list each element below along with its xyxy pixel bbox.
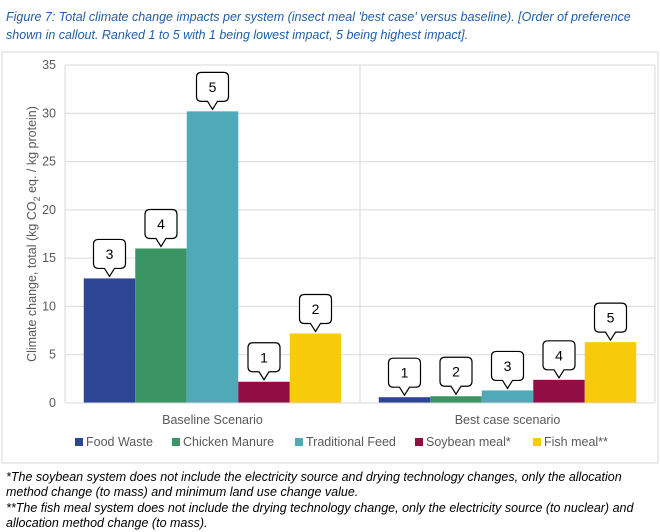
rank-callout-label: 2	[452, 364, 460, 380]
x-axis: Baseline Scenario Best case scenario	[65, 402, 655, 427]
caption-line-1: Figure 7: Total climate change impacts p…	[6, 10, 631, 24]
y-axis-label-prefix: Climate change, total (kg CO	[25, 201, 39, 362]
y-tick-label: 25	[42, 155, 56, 169]
bar	[289, 333, 342, 403]
bar	[238, 381, 290, 403]
legend-swatch	[533, 438, 541, 446]
rank-callout-bubble	[298, 293, 333, 333]
y-tick-label: 0	[49, 396, 56, 410]
rank-callout-label: 5	[209, 79, 217, 95]
rank-callout-bubble	[195, 71, 230, 111]
y-axis-label-subscript: 2	[32, 196, 42, 201]
bar	[533, 379, 585, 403]
rank-callout-label: 4	[555, 347, 563, 363]
rank-callout-label: 1	[401, 365, 409, 381]
footnote-fish-meal: **The fish meal system does not include …	[6, 501, 634, 530]
rank-callouts: 3 4 5 1 2 1 2 3 4 5	[92, 71, 628, 397]
rank-callout-bubble	[490, 350, 525, 390]
bar	[584, 342, 637, 403]
rank-callout-bubble	[439, 356, 473, 396]
rank-callout-bubble	[92, 238, 127, 278]
rank-callout-label: 1	[260, 349, 268, 365]
legend-entry-label: Fish meal**	[544, 435, 608, 449]
legend-swatch	[172, 438, 180, 446]
y-axis-ticks: 0 5 10 15 20 25 30 35	[42, 58, 56, 410]
caption-line-2: shown in callout. Ranked 1 to 5 with 1 b…	[6, 28, 469, 42]
y-tick-label: 35	[42, 58, 56, 72]
rank-callout-label: 3	[504, 358, 512, 374]
y-axis-label-suffix: eq. / kg protein)	[25, 106, 39, 196]
rank-callout-bubble	[144, 208, 178, 248]
y-tick-label: 10	[42, 299, 56, 313]
bar	[378, 397, 431, 403]
legend-swatch	[295, 438, 303, 446]
y-tick-label: 30	[42, 106, 56, 120]
x-category-label: Best case scenario	[455, 413, 561, 427]
rank-callout-bubble	[247, 342, 281, 381]
legend-entry-label: Traditional Feed	[306, 435, 396, 449]
y-tick-label: 5	[49, 348, 56, 362]
footnote-soybean: *The soybean system does not include the…	[6, 470, 622, 499]
bar	[430, 396, 482, 403]
bar	[135, 248, 187, 403]
figure-caption: Figure 7: Total climate change impacts p…	[6, 8, 660, 44]
chart-area-border	[1, 51, 659, 464]
rank-callout-bubble	[387, 357, 422, 397]
bar	[481, 390, 534, 403]
x-category-label: Baseline Scenario	[162, 413, 263, 427]
y-tick-label: 15	[42, 251, 56, 265]
legend-swatch	[415, 438, 423, 446]
bar	[186, 111, 239, 404]
rank-callout-bubble	[593, 302, 628, 342]
bars	[83, 111, 637, 404]
bar	[83, 278, 136, 403]
legend-entry-label: Food Waste	[86, 435, 153, 449]
rank-callout-label: 2	[312, 301, 320, 317]
legend: Food Waste Chicken Manure Traditional Feed…	[75, 435, 608, 449]
rank-callout-bubble	[542, 340, 576, 379]
rank-callout-label: 4	[157, 216, 165, 232]
y-tick-label: 20	[42, 203, 56, 217]
y-axis-label: Climate change, total (kg CO2 eq. / kg p…	[25, 106, 42, 362]
legend-swatch	[75, 438, 83, 446]
legend-entry-label: Chicken Manure	[183, 435, 274, 449]
rank-callout-label: 5	[607, 310, 615, 326]
rank-callout-label: 3	[106, 246, 114, 262]
legend-entry-label: Soybean meal*	[426, 435, 511, 449]
